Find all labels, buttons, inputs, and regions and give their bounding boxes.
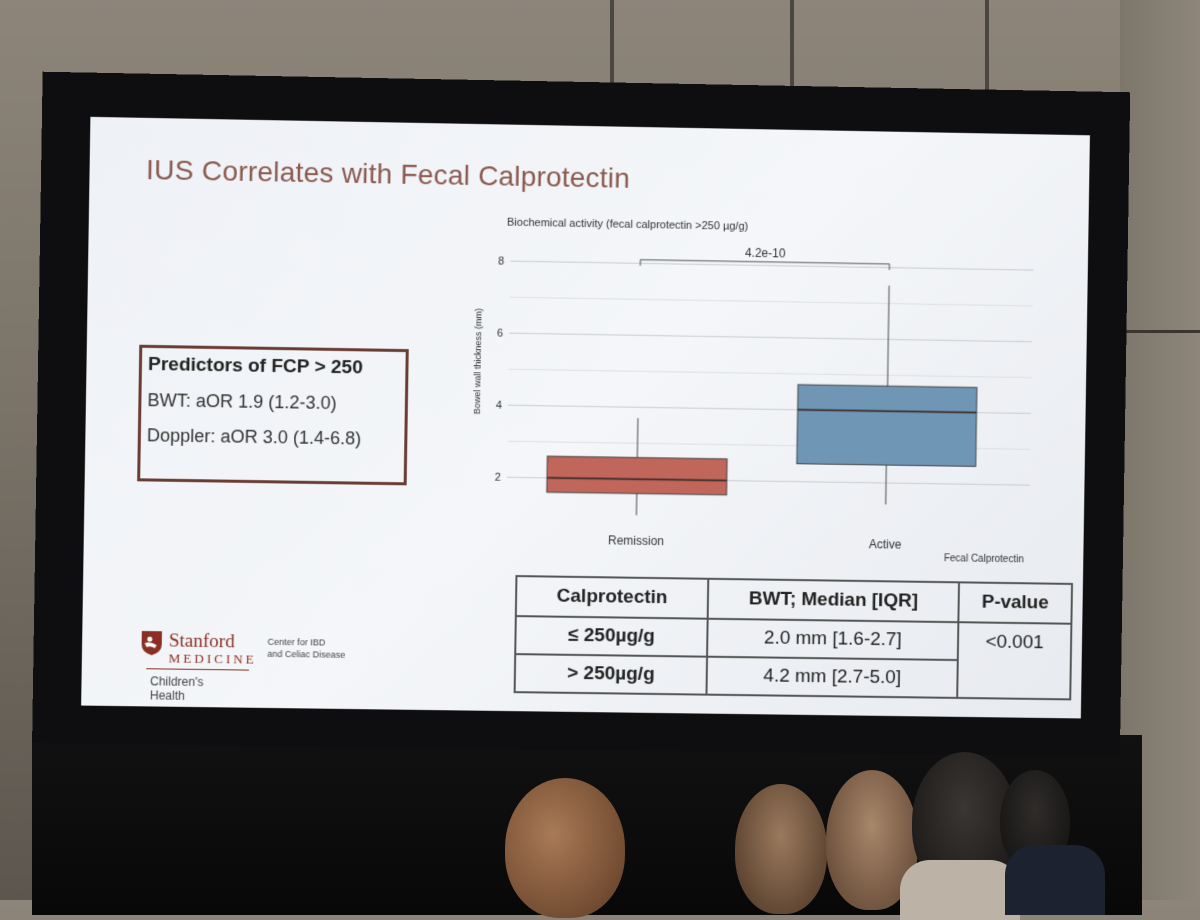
median-line [546,476,728,483]
y-tick-label: 6 [497,328,503,340]
significance-label: 4.2e-10 [745,246,786,261]
predictor-bwt: BWT: aOR 1.9 (1.2-3.0) [147,390,337,414]
box-active [797,385,977,467]
table-cell-bwt: 2.0 mm [1.6-2.7] [707,618,959,661]
y-tick-labels: 2 4 6 8 [495,256,505,484]
logo-medicine: MEDICINE [168,650,257,667]
boxplot-chart: Biochemical activity (fecal calprotectin… [466,216,1039,574]
audience-shoulder [900,860,1020,920]
wall-seam [610,0,614,110]
significance-bracket: 4.2e-10 [640,246,889,270]
gridline [510,297,1033,306]
table-cell-group: > 250µg/g [514,654,708,695]
slide-title: IUS Correlates with Fecal Calprotectin [145,154,631,194]
x-axis-label: Fecal Calprotectin [943,553,1024,566]
table-cell-pvalue: <0.001 [957,622,1072,700]
projection-screen: IUS Correlates with Fecal Calprotectin P… [32,71,1131,757]
wall-seam [985,0,989,125]
chart-plot: 2 4 6 8 Remission Active 4.2e-10 [495,246,1039,552]
y-tick-label: 2 [495,472,501,484]
x-category-label: Active [869,537,902,551]
logo-childrens-health: Children's Health [149,674,204,703]
predictors-box: Predictors of FCP > 250 BWT: aOR 1.9 (1.… [137,344,409,486]
center-line-2: and Celiac Disease [267,648,346,660]
table-header: P-value [958,582,1073,624]
bracket-line [640,260,889,270]
stats-table: Calprotectin BWT; Median [IQR] P-value ≤… [514,575,1073,700]
predictors-title: Predictors of FCP > 250 [147,353,363,379]
y-tick-label: 8 [498,256,504,268]
chart-boxes [546,280,978,516]
table-header: Calprotectin [515,576,709,619]
logo-center-text: Center for IBD and Celiac Disease [267,636,358,661]
wall-seam [790,0,794,120]
logo-divider [146,668,249,671]
box-remission [546,455,729,497]
gridline [509,369,1032,377]
x-category-labels: Remission Active [608,533,902,551]
table-cell-bwt: 4.2 mm [2.7-5.0] [706,656,958,698]
shield-icon [141,631,162,656]
x-category-label: Remission [608,533,664,548]
table-cell-group: ≤ 250µg/g [515,616,708,657]
wall-trim [1120,330,1200,333]
audience-head [735,784,827,914]
y-tick-label: 4 [496,400,502,412]
predictor-doppler: Doppler: aOR 3.0 (1.4-6.8) [146,425,362,449]
slide: IUS Correlates with Fecal Calprotectin P… [81,116,1090,719]
gridline [509,333,1032,342]
table-header: BWT; Median [IQR] [707,578,959,623]
audience-shoulder [1005,845,1105,915]
audience-head [505,778,625,918]
